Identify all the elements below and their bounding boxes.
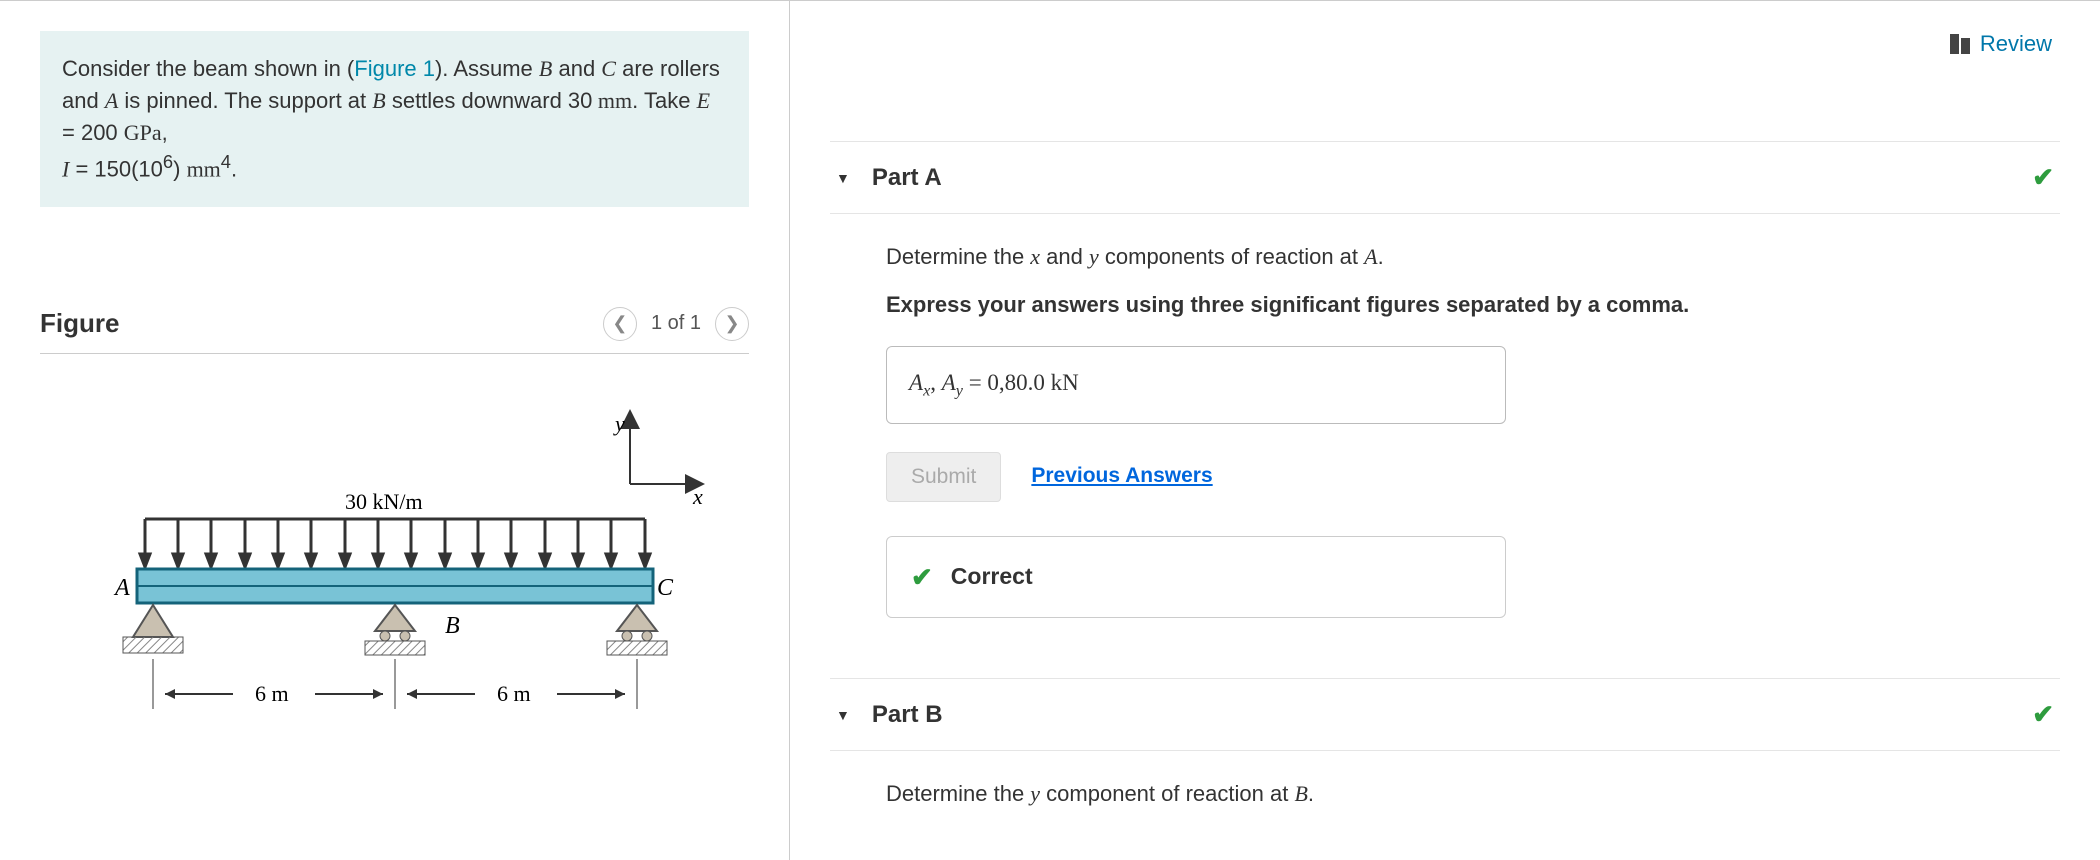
ay-symbol: A: [942, 370, 956, 395]
x-axis-label: x: [692, 484, 703, 509]
check-icon: ✔: [2032, 162, 2054, 193]
text: settles downward: [386, 88, 568, 113]
text: and: [552, 56, 601, 81]
unit-mm: mm: [592, 88, 632, 113]
text: ,: [930, 370, 942, 395]
part-a-block: ▼ Part A ✔ Determine the x and y compone…: [830, 141, 2060, 618]
part-b-question: Determine the y component of reaction at…: [886, 777, 2054, 811]
text: .: [231, 156, 237, 181]
ax-symbol: A: [909, 370, 923, 395]
span2-label: 6 m: [497, 681, 531, 706]
text: ): [173, 156, 186, 181]
figure-title: Figure: [40, 308, 119, 339]
part-b-block: ▼ Part B ✔ Determine the y component of …: [830, 678, 2060, 811]
unit-mm4: mm: [187, 156, 221, 181]
previous-answers-link[interactable]: Previous Answers: [1031, 460, 1212, 493]
correct-feedback: ✔ Correct: [886, 536, 1506, 618]
book-icon: [1950, 34, 1970, 54]
var-a: A: [105, 88, 118, 113]
caret-down-icon: ▼: [836, 170, 850, 186]
var-y: y: [1030, 781, 1040, 806]
text: .: [1378, 244, 1384, 269]
text: Consider the beam shown in (: [62, 56, 354, 81]
caret-down-icon: ▼: [836, 707, 850, 723]
text: ). Assume: [435, 56, 539, 81]
support-b: [365, 605, 425, 655]
part-a-content: Determine the x and y components of reac…: [830, 214, 2060, 618]
text: =: [963, 370, 987, 395]
figure-area: y x: [40, 409, 749, 719]
submit-button[interactable]: Submit: [886, 452, 1001, 502]
i-pow: 4: [221, 151, 231, 172]
figure-link[interactable]: Figure 1: [354, 56, 435, 81]
var-b: B: [539, 56, 552, 81]
point-c-label: C: [657, 575, 674, 601]
point-b-label: B: [445, 613, 460, 639]
text: Determine the: [886, 244, 1030, 269]
var-y: y: [1089, 244, 1099, 269]
check-icon: ✔: [911, 557, 933, 597]
i-exp: 6: [163, 151, 173, 172]
text: . Take: [632, 88, 696, 113]
unit-gpa: GPa: [124, 120, 162, 145]
var-e: E: [697, 88, 710, 113]
i-value: = 150(10: [69, 156, 163, 181]
part-b-content: Determine the y component of reaction at…: [830, 751, 2060, 811]
ay-sub: y: [956, 383, 963, 400]
answer-unit: kN: [1045, 370, 1079, 395]
answer-value: 0,80.0: [987, 370, 1045, 395]
figure-nav: ❮ 1 of 1 ❯: [603, 307, 749, 341]
text: components of reaction at: [1099, 244, 1364, 269]
button-row: Submit Previous Answers: [886, 452, 2054, 502]
support-c: [607, 605, 667, 655]
part-a-question: Determine the x and y components of reac…: [886, 240, 2054, 274]
figure-header: Figure ❮ 1 of 1 ❯: [40, 307, 749, 354]
settle-value: 30: [568, 88, 592, 113]
load-label: 30 kN/m: [345, 489, 423, 514]
text: and: [1040, 244, 1089, 269]
var-b: B: [372, 88, 385, 113]
span1-label: 6 m: [255, 681, 289, 706]
correct-label: Correct: [951, 559, 1033, 595]
text: ,: [162, 120, 168, 145]
right-panel: Review ▼ Part A ✔ Determine the x and y …: [790, 1, 2100, 860]
beam-diagram: y x: [75, 409, 715, 719]
text: .: [1308, 781, 1314, 806]
part-b-title: Part B: [872, 701, 943, 729]
y-axis-label: y: [613, 411, 625, 436]
problem-statement: Consider the beam shown in (Figure 1). A…: [40, 31, 749, 207]
review-link[interactable]: Review: [1950, 31, 2052, 57]
figure-next-button[interactable]: ❯: [715, 307, 749, 341]
part-a-title: Part A: [872, 164, 942, 192]
text: Determine the: [886, 781, 1030, 806]
point-a-label: A: [113, 575, 130, 601]
text: is pinned. The support at: [118, 88, 372, 113]
text: component of reaction at: [1040, 781, 1294, 806]
figure-counter: 1 of 1: [651, 312, 701, 335]
part-a-header[interactable]: ▼ Part A ✔: [830, 141, 2060, 214]
check-icon: ✔: [2032, 699, 2054, 730]
var-a: A: [1364, 244, 1377, 269]
var-b: B: [1294, 781, 1307, 806]
part-a-instruction: Express your answers using three signifi…: [886, 288, 2054, 322]
figure-prev-button[interactable]: ❮: [603, 307, 637, 341]
var-x: x: [1030, 244, 1040, 269]
answer-display: Ax, Ay = 0,80.0 kN: [886, 346, 1506, 424]
var-c: C: [601, 56, 616, 81]
left-panel: Consider the beam shown in (Figure 1). A…: [0, 1, 790, 860]
support-a: [123, 605, 183, 653]
part-b-header[interactable]: ▼ Part B ✔: [830, 678, 2060, 751]
review-label: Review: [1980, 31, 2052, 57]
e-value: = 200: [62, 120, 124, 145]
